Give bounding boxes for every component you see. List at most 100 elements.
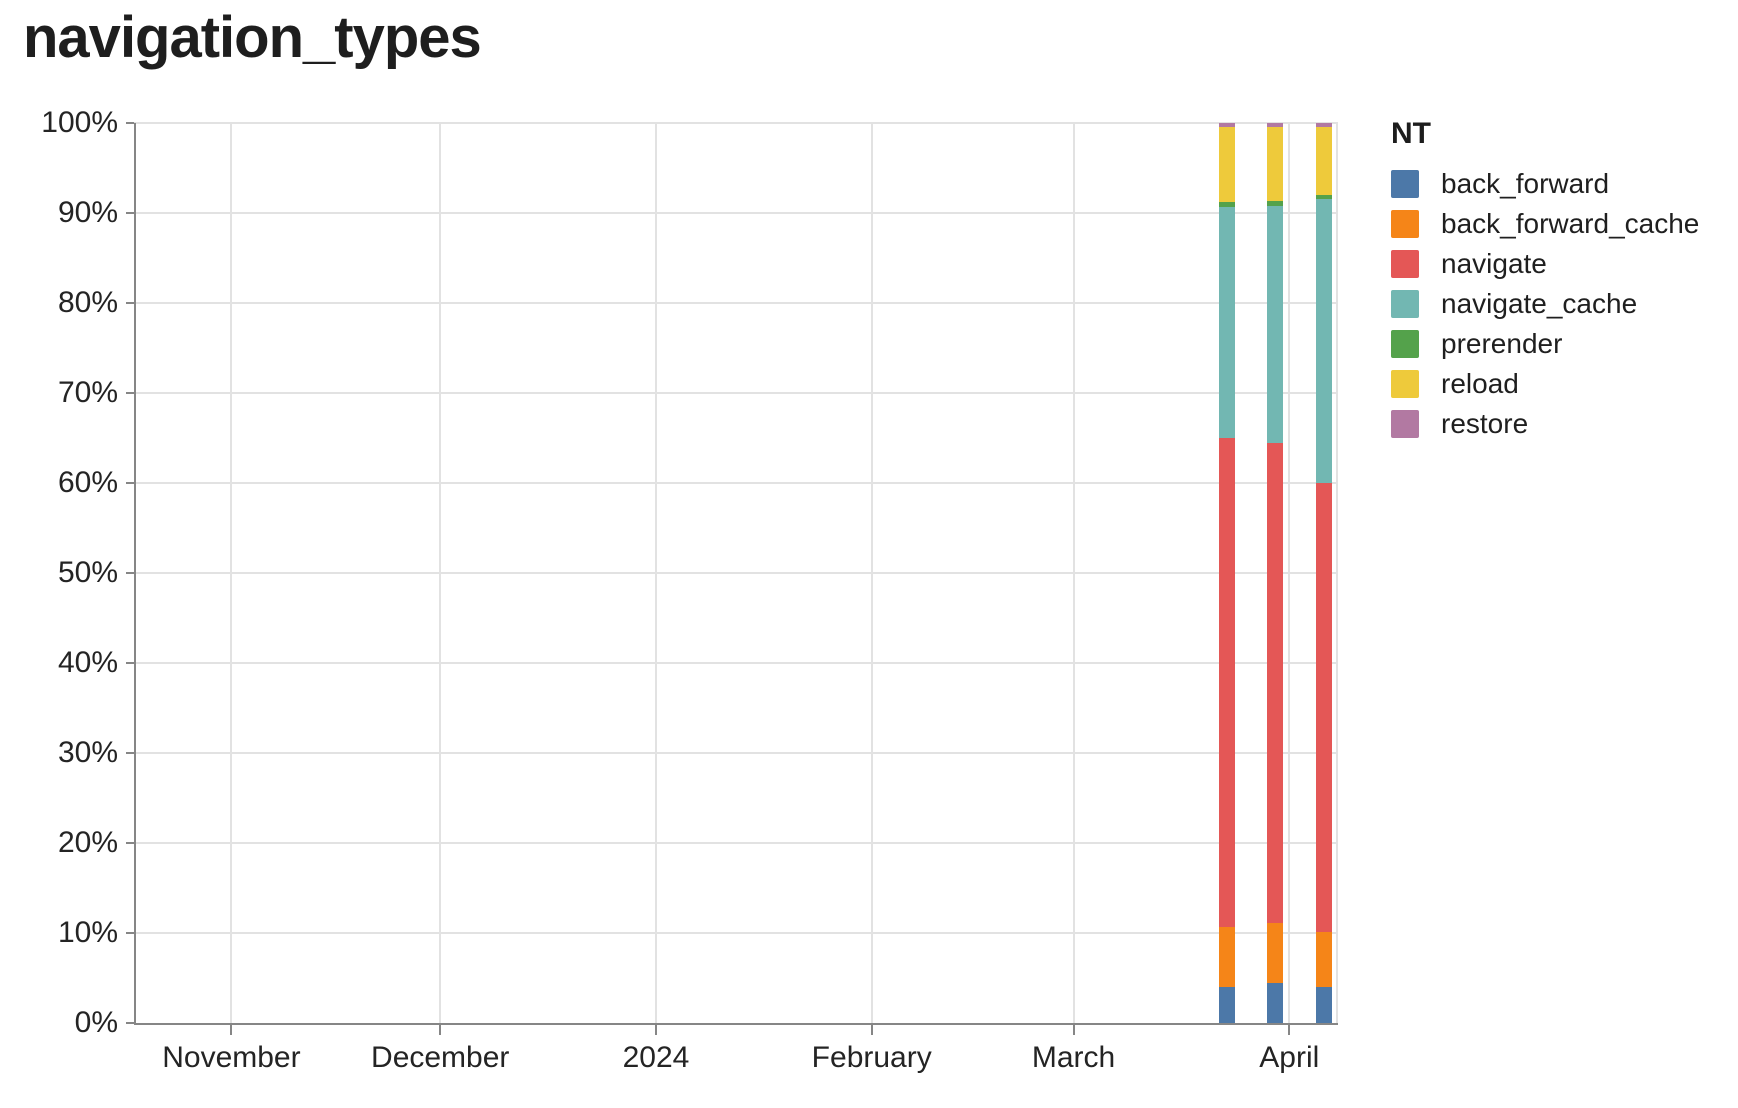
bar-segment-back_forward_cache[interactable] bbox=[1267, 923, 1284, 984]
bar-segment-reload[interactable] bbox=[1316, 126, 1333, 195]
gridline-horizontal bbox=[134, 662, 1338, 664]
gridline-horizontal bbox=[134, 932, 1338, 934]
x-tick bbox=[1288, 1023, 1291, 1035]
bar-segment-restore[interactable] bbox=[1218, 123, 1235, 127]
bar-segment-prerender[interactable] bbox=[1267, 201, 1284, 206]
bar-segment-back_forward_cache[interactable] bbox=[1316, 932, 1333, 987]
x-axis-line bbox=[134, 1023, 1338, 1025]
legend-item-label: navigate bbox=[1441, 248, 1547, 279]
gridline-horizontal bbox=[134, 302, 1338, 304]
gridline-horizontal bbox=[134, 212, 1338, 214]
legend-item-label: back_forward_cache bbox=[1441, 208, 1700, 239]
legend-item-reload[interactable]: reload bbox=[1391, 368, 1731, 399]
y-tick bbox=[126, 572, 134, 574]
legend-item-navigate_cache[interactable]: navigate_cache bbox=[1391, 288, 1731, 319]
y-tick bbox=[126, 662, 134, 664]
y-axis-label: 60% bbox=[57, 466, 118, 499]
gridline-vertical bbox=[1288, 123, 1291, 1023]
y-axis-label: 80% bbox=[57, 286, 118, 319]
y-tick bbox=[126, 212, 134, 214]
y-axis-label: 90% bbox=[57, 196, 118, 229]
bar-segment-navigate_cache[interactable] bbox=[1316, 198, 1333, 483]
bar-segment-back_forward[interactable] bbox=[1218, 987, 1235, 1023]
x-tick bbox=[439, 1023, 442, 1035]
legend-item-navigate[interactable]: navigate bbox=[1391, 248, 1731, 279]
bar-segment-restore[interactable] bbox=[1316, 123, 1333, 127]
bar[interactable] bbox=[1316, 123, 1333, 1023]
gridline-horizontal bbox=[134, 482, 1338, 484]
legend-item-label: prerender bbox=[1441, 328, 1563, 359]
y-axis-line bbox=[134, 123, 136, 1025]
y-tick bbox=[126, 1022, 134, 1024]
gridline-vertical bbox=[230, 123, 233, 1023]
gridline-vertical bbox=[654, 123, 657, 1023]
bar-segment-back_forward_cache[interactable] bbox=[1218, 926, 1235, 987]
bar-segment-back_forward[interactable] bbox=[1267, 983, 1284, 1023]
bar[interactable] bbox=[1218, 123, 1235, 1023]
bar-segment-reload[interactable] bbox=[1267, 126, 1284, 202]
legend-swatch bbox=[1391, 290, 1419, 318]
x-axis-label: March bbox=[1031, 1041, 1116, 1074]
bar[interactable] bbox=[1267, 123, 1284, 1023]
gridline-horizontal bbox=[134, 842, 1338, 844]
y-tick bbox=[126, 932, 134, 934]
bar-segment-back_forward[interactable] bbox=[1316, 987, 1333, 1023]
x-tick bbox=[1072, 1023, 1075, 1035]
x-axis-label: December bbox=[371, 1041, 510, 1074]
y-axis-label: 0% bbox=[74, 1006, 118, 1039]
x-tick bbox=[230, 1023, 233, 1035]
bar-segment-prerender[interactable] bbox=[1316, 195, 1333, 199]
legend-item-label: restore bbox=[1441, 408, 1529, 439]
legend-item-restore[interactable]: restore bbox=[1391, 408, 1731, 439]
legend-swatch bbox=[1391, 210, 1419, 238]
legend-swatch bbox=[1391, 370, 1419, 398]
gridline-vertical bbox=[439, 123, 442, 1023]
y-axis-label: 40% bbox=[57, 646, 118, 679]
y-tick bbox=[126, 752, 134, 754]
legend-item-back_forward[interactable]: back_forward bbox=[1391, 168, 1731, 199]
y-axis-label: 20% bbox=[57, 826, 118, 859]
gridline-horizontal bbox=[134, 752, 1338, 754]
x-tick bbox=[870, 1023, 873, 1035]
legend-item-back_forward_cache[interactable]: back_forward_cache bbox=[1391, 208, 1731, 239]
gridline-vertical bbox=[1072, 123, 1075, 1023]
x-axis-label: February bbox=[811, 1041, 932, 1074]
legend-item-label: reload bbox=[1441, 368, 1519, 399]
gridline-horizontal bbox=[134, 122, 1338, 124]
y-axis-label: 30% bbox=[57, 736, 118, 769]
y-axis-label: 50% bbox=[57, 556, 118, 589]
legend-swatch bbox=[1391, 250, 1419, 278]
bar-segment-navigate_cache[interactable] bbox=[1218, 206, 1235, 438]
y-axis-label: 10% bbox=[57, 916, 118, 949]
y-axis-label: 100% bbox=[41, 106, 118, 139]
legend-item-label: navigate_cache bbox=[1441, 288, 1638, 319]
y-tick bbox=[126, 122, 134, 124]
bar-segment-navigate_cache[interactable] bbox=[1267, 205, 1284, 444]
bar-segment-reload[interactable] bbox=[1218, 126, 1235, 203]
legend-swatch bbox=[1391, 330, 1419, 358]
y-tick bbox=[126, 392, 134, 394]
x-tick bbox=[654, 1023, 657, 1035]
legend-title: NT bbox=[1391, 117, 1431, 150]
y-axis-label: 70% bbox=[57, 376, 118, 409]
legend-swatch bbox=[1391, 410, 1419, 438]
legend-item-prerender[interactable]: prerender bbox=[1391, 328, 1731, 359]
gridline-vertical bbox=[870, 123, 873, 1023]
legend-items: back_forward back_forward_cache navigate na… bbox=[1391, 168, 1731, 439]
bar-segment-navigate[interactable] bbox=[1218, 438, 1235, 927]
x-axis-label: November bbox=[162, 1041, 301, 1074]
bar-segment-restore[interactable] bbox=[1267, 123, 1284, 127]
x-axis-label: 2024 bbox=[622, 1041, 690, 1074]
legend-item-label: back_forward bbox=[1441, 168, 1610, 199]
bar-segment-navigate[interactable] bbox=[1316, 483, 1333, 933]
bar-segment-prerender[interactable] bbox=[1218, 202, 1235, 207]
legend-swatch bbox=[1391, 170, 1419, 198]
y-tick bbox=[126, 482, 134, 484]
y-tick bbox=[126, 302, 134, 304]
bar-segment-navigate[interactable] bbox=[1267, 443, 1284, 924]
